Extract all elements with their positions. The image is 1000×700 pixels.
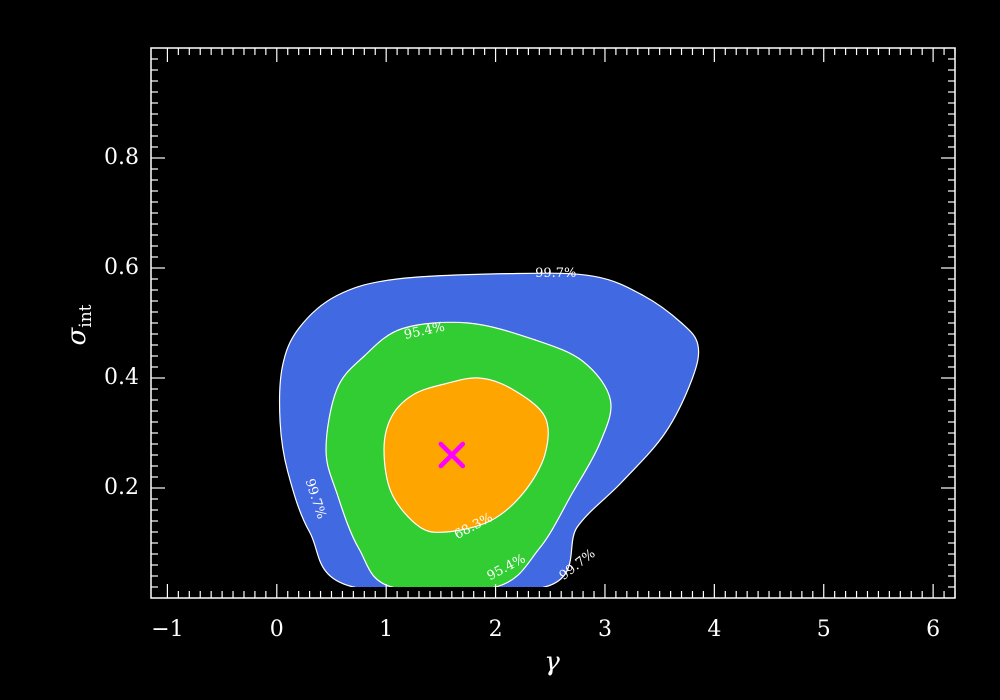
tick-labels: −1 0 1 2 3 4 5 6 0.2 0.4 0.6 0.8	[104, 145, 940, 642]
y-tick-label: 0.6	[104, 255, 139, 280]
best-fit-x-stroke-2	[438, 441, 466, 469]
y-axis-label-sub: int	[76, 304, 96, 327]
y-axis-label-main: σ	[62, 326, 92, 345]
x-tick-label: 1	[379, 617, 393, 642]
x-tick-label: 6	[926, 617, 940, 642]
confidence-contours	[278, 272, 700, 587]
y-tick-label: 0.8	[104, 145, 139, 170]
y-tick-label: 0.2	[104, 475, 139, 500]
x-tick-label: −1	[151, 617, 183, 642]
contour-label: 99.7%	[535, 266, 576, 281]
x-tick-label: 3	[598, 617, 612, 642]
best-fit-marker	[438, 441, 466, 469]
x-tick-label: 4	[707, 617, 721, 642]
x-tick-label: 5	[817, 617, 831, 642]
x-tick-label: 0	[270, 617, 284, 642]
y-axis-label: σint	[62, 304, 96, 345]
axis-ticks	[151, 48, 956, 598]
y-tick-label: 0.4	[104, 365, 139, 390]
x-axis-label: γ	[544, 647, 560, 677]
contour-68-3pct	[383, 377, 549, 534]
x-tick-label: 2	[489, 617, 503, 642]
